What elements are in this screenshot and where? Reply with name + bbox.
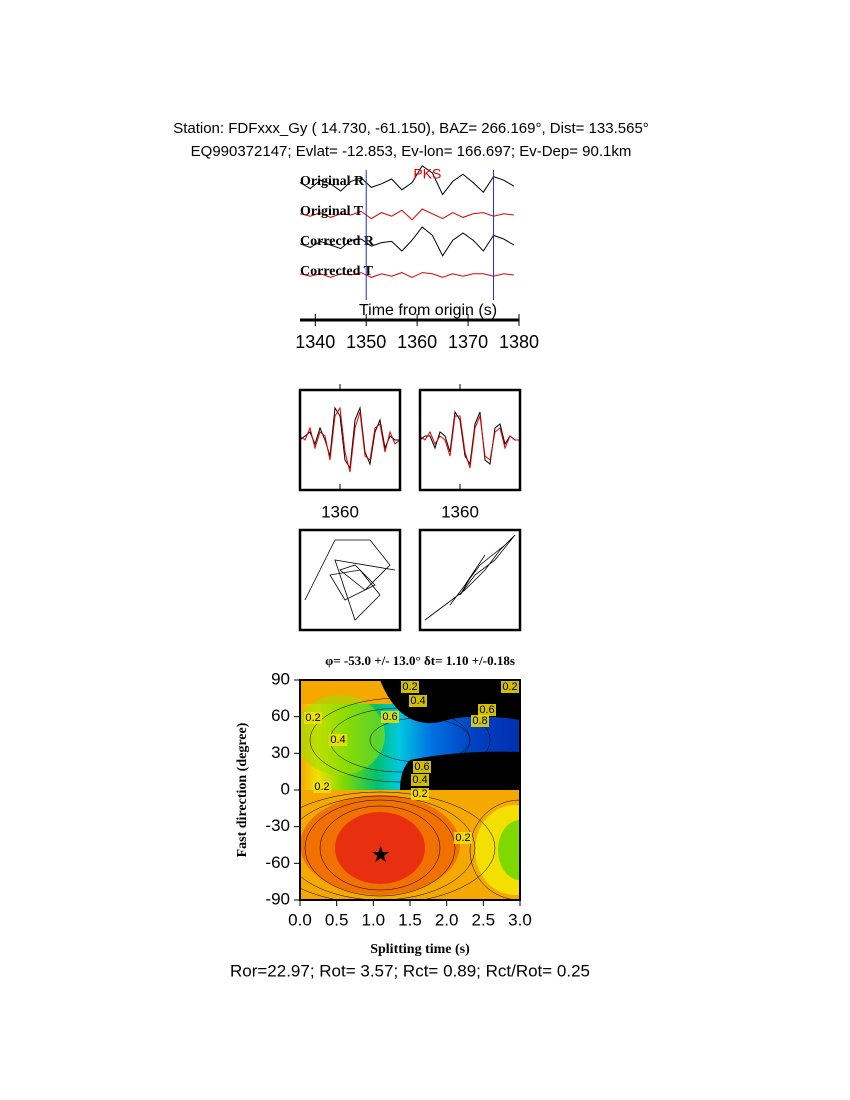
x-tick-label: 2.5 bbox=[472, 910, 496, 929]
misfit-field bbox=[300, 680, 520, 900]
contour-label-bg bbox=[411, 788, 429, 800]
contour-label-bg bbox=[478, 704, 496, 716]
contour-label-bg bbox=[501, 681, 519, 693]
contour-label: 0.4 bbox=[410, 695, 425, 707]
contour-label: 0.2 bbox=[305, 712, 320, 724]
x-tick-label: 1380 bbox=[499, 332, 539, 352]
y-tick-label: -60 bbox=[265, 853, 290, 872]
trace-label: Corrected R bbox=[300, 234, 375, 249]
contour-label: 0.2 bbox=[455, 832, 470, 844]
contour-label: 0.8 bbox=[472, 715, 487, 727]
trace-label: Original R bbox=[300, 174, 365, 189]
contour-label: 0.2 bbox=[402, 681, 417, 693]
panel-frame bbox=[418, 388, 522, 492]
y-tick-label: -90 bbox=[265, 889, 290, 908]
contour-label-bg bbox=[471, 715, 489, 727]
contour-label: 0.2 bbox=[314, 781, 329, 793]
contour-label: 0.6 bbox=[382, 711, 397, 723]
particle-motion bbox=[304, 539, 396, 621]
x-tick-label: 1.0 bbox=[362, 910, 386, 929]
x-tick-label: 1360 bbox=[321, 502, 359, 521]
contour-label-bg bbox=[454, 832, 472, 844]
x-axis-label: Splitting time (s) bbox=[370, 942, 470, 957]
title: Station: FDFxxx_Gy ( 14.730, -61.150), B… bbox=[173, 120, 649, 137]
trace bbox=[299, 226, 515, 257]
contour-label-bg bbox=[411, 774, 429, 786]
x-tick-label: 1.5 bbox=[398, 910, 422, 929]
phase-label: PKS bbox=[413, 166, 441, 182]
best-fit-star bbox=[372, 845, 390, 863]
particle-motion bbox=[424, 534, 516, 621]
y-tick-label: 90 bbox=[271, 669, 290, 688]
x-tick-label: 1370 bbox=[448, 332, 488, 352]
x-tick-label: 1360 bbox=[441, 502, 479, 521]
x-tick-label: 2.0 bbox=[435, 910, 459, 929]
x-tick-label: 0.5 bbox=[325, 910, 349, 929]
contour-label-bg bbox=[313, 781, 331, 793]
trace bbox=[299, 208, 514, 221]
x-tick-label: 1340 bbox=[295, 332, 335, 352]
trace-label: Corrected T bbox=[300, 264, 374, 279]
y-tick-label: -30 bbox=[265, 816, 290, 835]
panel-frame bbox=[298, 388, 402, 492]
x-tick-label: 1360 bbox=[397, 332, 437, 352]
trace bbox=[299, 406, 401, 473]
trace bbox=[419, 414, 520, 469]
trace bbox=[419, 410, 520, 466]
y-tick-label: 0 bbox=[281, 779, 290, 798]
contour-label: 0.4 bbox=[330, 734, 345, 746]
trace bbox=[299, 272, 514, 278]
x-axis-label: Time from origin (s) bbox=[359, 302, 497, 319]
contour-label-bg bbox=[401, 681, 419, 693]
trace-label: Original T bbox=[300, 204, 364, 219]
contour-label: 0.4 bbox=[412, 774, 427, 786]
contour-label-bg bbox=[409, 695, 427, 707]
panel-frame bbox=[298, 528, 402, 632]
contour-label: 0.6 bbox=[414, 761, 429, 773]
contour-label-bg bbox=[381, 711, 399, 723]
contour-label: 0.2 bbox=[502, 681, 517, 693]
trace bbox=[299, 165, 515, 196]
x-tick-label: 0.0 bbox=[288, 910, 312, 929]
contour-label: 0.6 bbox=[479, 704, 494, 716]
plot-title: φ= -53.0 +/- 13.0° δt= 1.10 +/-0.18s bbox=[325, 653, 515, 668]
contour-label-bg bbox=[329, 734, 347, 746]
trace bbox=[299, 406, 400, 470]
panel-frame bbox=[418, 528, 522, 632]
y-axis-label: Fast direction (degree) bbox=[235, 722, 250, 857]
x-tick-label: 1350 bbox=[346, 332, 386, 352]
x-tick-label: 3.0 bbox=[508, 910, 532, 929]
subtitle: EQ990372147; Evlat= -12.853, Ev-lon= 166… bbox=[191, 143, 632, 160]
y-tick-label: 30 bbox=[271, 743, 290, 762]
y-tick-label: 60 bbox=[271, 706, 290, 725]
stats-note: Ror=22.97; Rot= 3.57; Rct= 0.89; Rct/Rot… bbox=[230, 961, 590, 980]
contour-label: 0.2 bbox=[412, 788, 427, 800]
contour-label-bg bbox=[413, 761, 431, 773]
contour-label-bg bbox=[304, 712, 322, 724]
